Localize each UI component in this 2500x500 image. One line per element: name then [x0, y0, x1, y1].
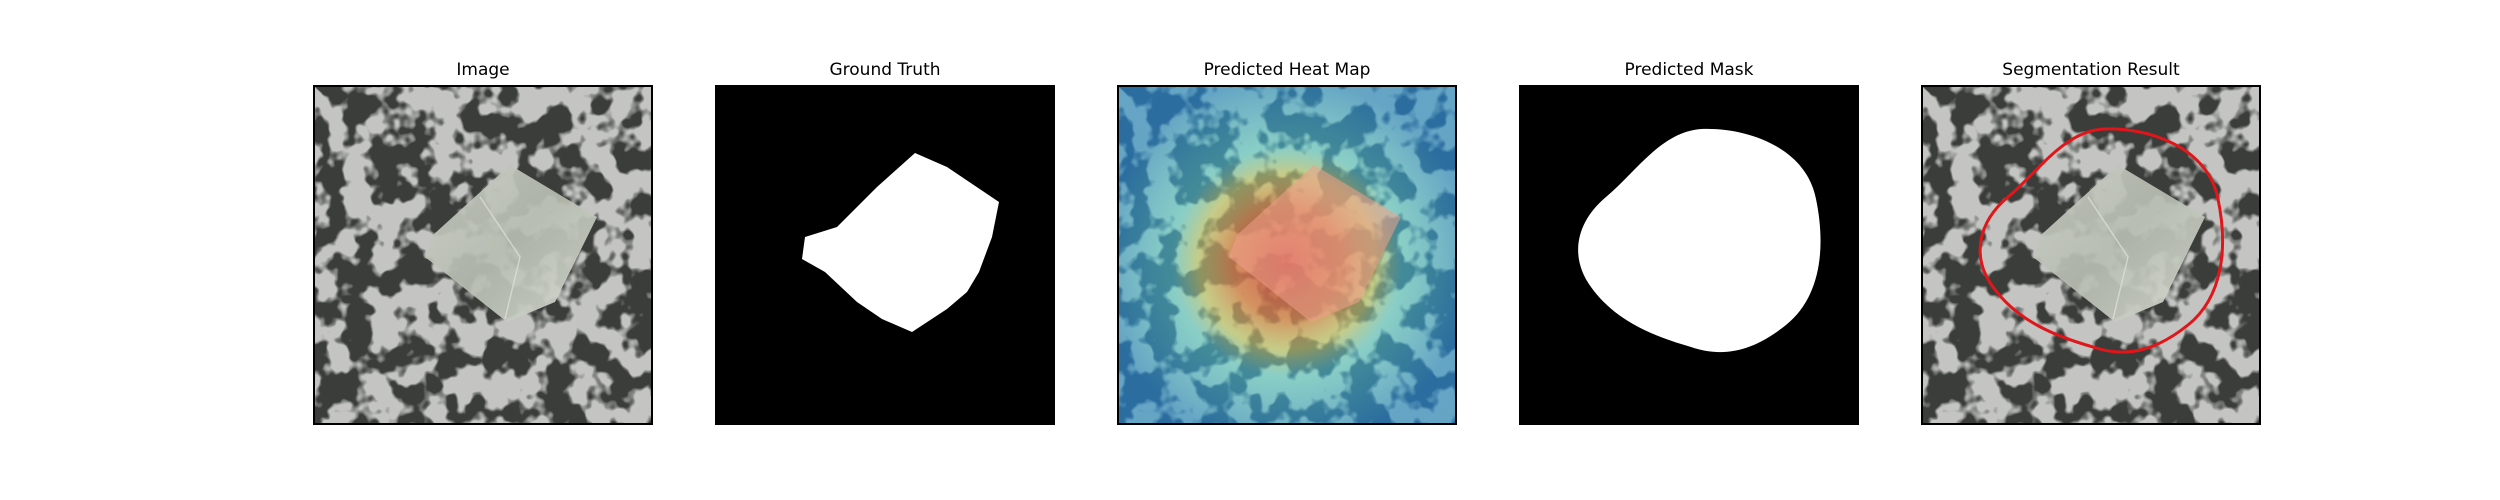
panel-ground-truth: Ground Truth [715, 0, 1055, 500]
ground-truth-region [802, 153, 999, 332]
segmentation-overlay [1923, 87, 2259, 423]
panel-title: Segmentation Result [2002, 60, 2180, 80]
predicted-region [1578, 128, 1821, 353]
panel-title: Predicted Mask [1624, 60, 1754, 80]
panel-image: Image [313, 0, 653, 500]
input-image [315, 87, 651, 423]
panel-title: Ground Truth [829, 60, 941, 80]
heat-map-frame [1117, 85, 1457, 425]
image-frame [313, 85, 653, 425]
segmentation-contour [1978, 127, 2225, 354]
panel-title: Image [456, 60, 510, 80]
panel-title: Predicted Heat Map [1203, 60, 1371, 80]
heat-map-overlay [1119, 87, 1455, 423]
predicted-mask-frame [1519, 85, 1859, 425]
panel-segmentation-result: Segmentation Result [1921, 0, 2261, 500]
predicted-mask [1521, 87, 1857, 423]
segmentation-frame [1921, 85, 2261, 425]
ground-truth-mask [717, 87, 1053, 423]
ground-truth-frame [715, 85, 1055, 425]
panel-predicted-mask: Predicted Mask [1519, 0, 1859, 500]
panel-heat-map: Predicted Heat Map [1117, 0, 1457, 500]
